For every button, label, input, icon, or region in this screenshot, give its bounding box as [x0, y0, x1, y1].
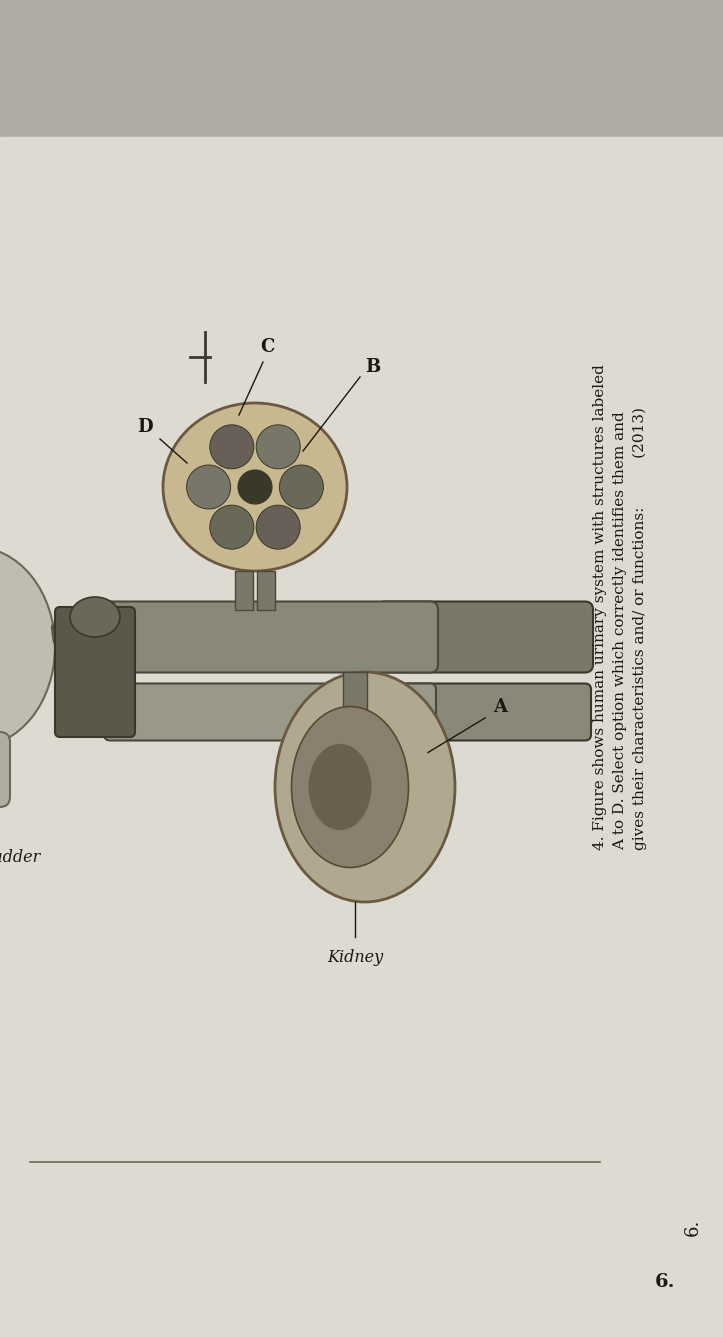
Bar: [0, 0, 723, 147]
Ellipse shape: [0, 547, 55, 747]
Text: D: D: [137, 418, 153, 436]
Ellipse shape: [187, 465, 231, 509]
FancyBboxPatch shape: [379, 683, 591, 741]
Bar: [235, 571, 253, 610]
Bar: [343, 673, 367, 734]
Ellipse shape: [291, 706, 408, 868]
Ellipse shape: [210, 505, 254, 550]
Bar: [257, 571, 275, 610]
Bar: [0, 136, 723, 1337]
Text: Kidney: Kidney: [327, 948, 383, 965]
Text: 6.: 6.: [684, 1218, 702, 1235]
Ellipse shape: [210, 425, 254, 469]
FancyBboxPatch shape: [82, 602, 438, 673]
Ellipse shape: [279, 465, 323, 509]
Text: 4. Figure shows human urinary system with structures labeled
A to D. Select opti: 4. Figure shows human urinary system wit…: [593, 364, 647, 850]
Ellipse shape: [163, 402, 347, 571]
FancyBboxPatch shape: [0, 731, 10, 808]
Text: Urinary bladder: Urinary bladder: [0, 849, 40, 865]
Ellipse shape: [309, 743, 372, 830]
Text: 6.: 6.: [655, 1273, 675, 1292]
Ellipse shape: [256, 505, 300, 550]
FancyBboxPatch shape: [377, 602, 593, 673]
Text: C: C: [260, 338, 274, 356]
Ellipse shape: [70, 598, 120, 636]
Ellipse shape: [275, 673, 455, 902]
FancyBboxPatch shape: [55, 607, 135, 737]
Text: B: B: [365, 358, 380, 376]
Text: A: A: [493, 698, 507, 715]
FancyBboxPatch shape: [104, 683, 436, 741]
Ellipse shape: [256, 425, 300, 469]
Circle shape: [237, 469, 273, 504]
